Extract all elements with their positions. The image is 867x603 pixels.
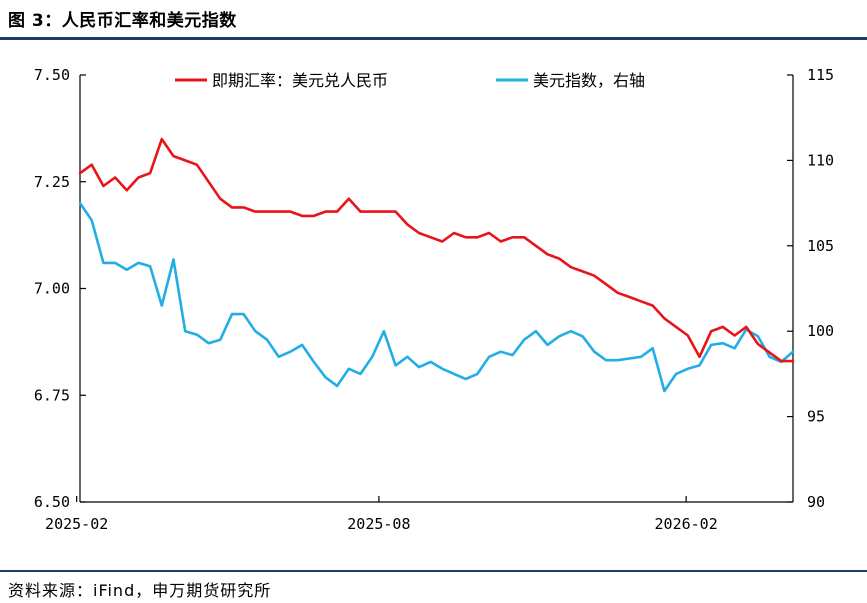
legend-label-2: 美元指数，右轴 — [533, 71, 645, 90]
chart-axes — [79, 75, 794, 503]
right-tick-label: 105 — [807, 237, 834, 255]
left-tick-label: 7.00 — [34, 280, 70, 298]
x-tick-label: 2025-02 — [45, 515, 108, 533]
left-tick-label: 7.50 — [34, 66, 70, 84]
right-tick-label: 90 — [807, 493, 825, 511]
left-tick-label: 6.50 — [34, 493, 70, 511]
source-note: 资料来源：iFind，申万期货研究所 — [8, 581, 272, 600]
legend-label-1: 即期汇率：美元兑人民币 — [212, 71, 388, 90]
title-rule — [0, 37, 867, 40]
right-tick-label: 95 — [807, 408, 825, 426]
series-line-1 — [78, 137, 795, 363]
x-tick-label: 2026-02 — [655, 515, 718, 533]
right-tick-label: 110 — [807, 151, 834, 169]
line-chart: 6.50 6.75 7.00 7.25 7.50 90 95 100 105 110 115 20… — [34, 66, 834, 533]
source-rule — [0, 570, 867, 572]
right-axis-ticks: 90 95 100 105 110 115 — [787, 66, 834, 511]
left-tick-label: 6.75 — [34, 386, 70, 404]
figure-title: 图 3：人民币汇率和美元指数 — [8, 11, 237, 31]
legend: 即期汇率：美元兑人民币 美元指数，右轴 — [175, 71, 645, 90]
series-lines — [78, 137, 795, 393]
right-tick-label: 115 — [807, 66, 834, 84]
series-line-2 — [78, 201, 795, 393]
left-axis-ticks: 6.50 6.75 7.00 7.25 7.50 — [34, 66, 86, 511]
right-tick-label: 100 — [807, 322, 834, 340]
x-axis-ticks: 2025-02 2025-08 2026-02 — [45, 496, 718, 533]
left-tick-label: 7.25 — [34, 173, 70, 191]
x-tick-label: 2025-08 — [347, 515, 410, 533]
